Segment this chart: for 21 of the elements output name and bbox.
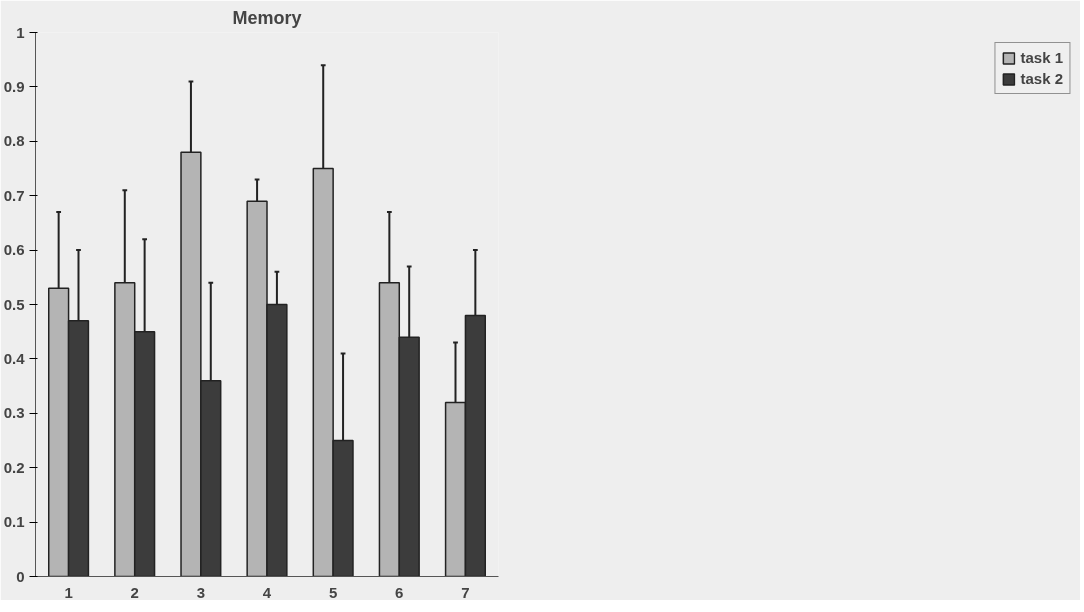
y-tick-label: 0.9	[3, 77, 25, 95]
chart-title: Memory	[232, 7, 302, 28]
y-tick-label: 0.7	[3, 186, 25, 204]
y-tick-label: 0.8	[3, 132, 25, 150]
x-tick-label: 6	[395, 583, 404, 601]
y-tick-label: 1	[16, 23, 25, 41]
x-tick-label: 3	[196, 583, 206, 601]
legend-label: task 1	[1020, 49, 1063, 66]
y-tick-label: 0.6	[3, 241, 25, 259]
x-tick-label: 5	[328, 583, 338, 601]
y-tick-label: 0.4	[3, 349, 26, 367]
x-tick-label: 4	[262, 583, 272, 601]
y-tick-label: 0.5	[3, 295, 25, 313]
x-tick-label: 1	[64, 583, 73, 601]
legend-label: task 2	[1020, 70, 1063, 87]
x-tick-label: 2	[130, 583, 139, 601]
y-tick-label: 0.3	[3, 404, 25, 422]
x-tick-label: 7	[461, 583, 470, 601]
y-tick-label: 0.1	[3, 513, 25, 531]
y-tick-label: 0.2	[3, 458, 25, 476]
y-tick-label: 0	[16, 567, 25, 585]
